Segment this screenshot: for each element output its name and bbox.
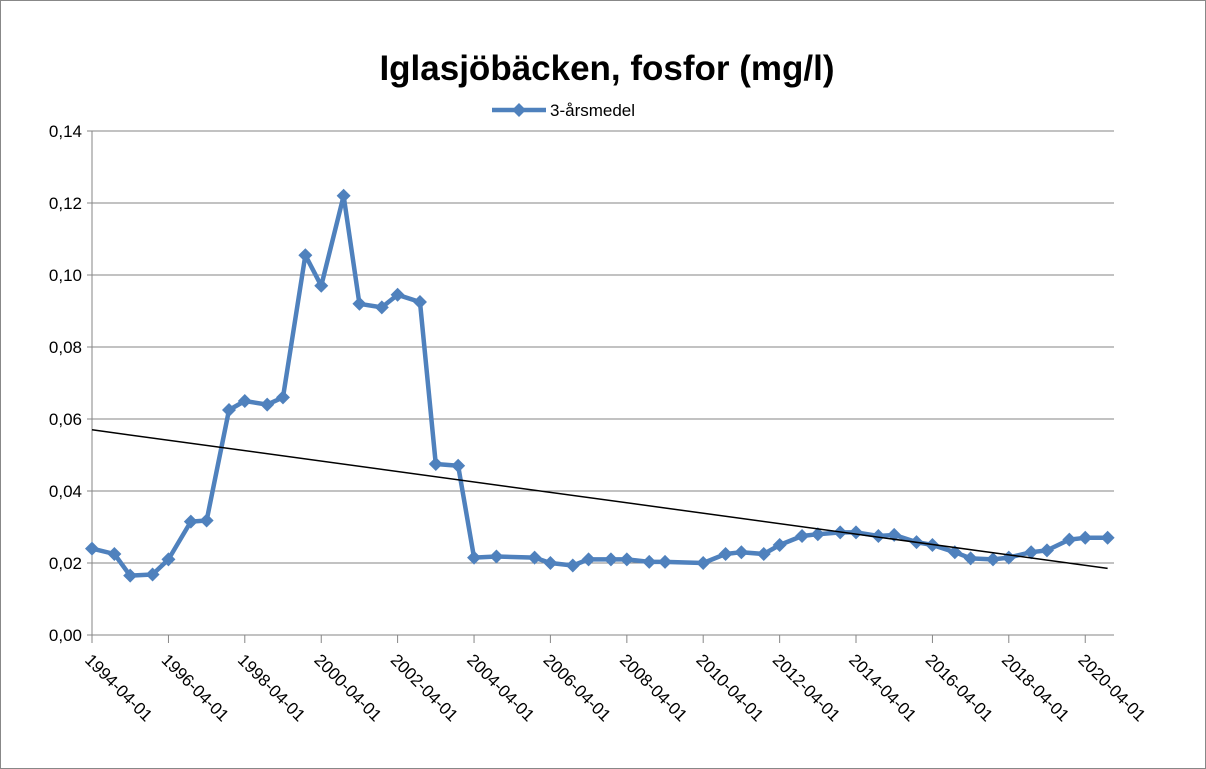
data-point <box>275 390 290 405</box>
y-tick-label: 0,08 <box>49 338 82 357</box>
data-point <box>352 296 367 311</box>
data-point <box>412 295 427 309</box>
data-point <box>85 541 99 556</box>
data-point <box>985 552 1000 567</box>
data-point <box>199 513 214 528</box>
data-point <box>222 403 237 417</box>
data-point <box>756 547 771 561</box>
data-point <box>107 547 122 561</box>
y-tick-label: 0,12 <box>49 194 82 213</box>
data-point <box>848 525 863 540</box>
data-point <box>123 568 138 583</box>
data-point <box>428 457 443 471</box>
series-line <box>91 193 1108 578</box>
data-point <box>390 287 405 302</box>
data-point <box>183 514 198 529</box>
data-point <box>1078 530 1093 545</box>
data-point <box>298 248 313 263</box>
data-point <box>718 547 733 561</box>
data-point <box>810 527 825 542</box>
data-point <box>527 550 542 565</box>
data-point <box>603 552 618 567</box>
data-point <box>642 554 657 569</box>
data-point <box>161 552 176 567</box>
y-tick-label: 0,14 <box>49 122 82 141</box>
data-point <box>871 529 886 543</box>
data-point <box>489 549 504 564</box>
legend-marker <box>512 103 526 117</box>
y-tick-label: 0,10 <box>49 266 82 285</box>
y-tick-label: 0,04 <box>49 482 82 501</box>
data-point <box>145 567 160 582</box>
y-tick-label: 0,02 <box>49 554 82 573</box>
data-point <box>260 397 275 412</box>
data-point <box>795 529 810 543</box>
data-point <box>963 551 978 566</box>
data-point <box>1024 545 1039 560</box>
data-point <box>543 556 558 570</box>
data-point <box>734 545 749 560</box>
data-point <box>237 394 252 408</box>
data-point <box>696 556 711 570</box>
legend-label: 3-årsmedel <box>550 101 635 120</box>
data-point <box>1062 532 1077 547</box>
y-tick-label: 0,06 <box>49 410 82 429</box>
data-point <box>451 458 466 473</box>
data-point <box>581 552 596 567</box>
data-point <box>314 278 329 293</box>
data-point <box>467 550 482 565</box>
data-point <box>1039 543 1054 558</box>
data-point <box>772 538 787 552</box>
data-point <box>658 554 673 569</box>
y-tick-label: 0,00 <box>49 626 82 645</box>
data-point <box>374 300 389 315</box>
data-point <box>619 552 634 567</box>
data-point <box>1100 530 1115 545</box>
chart-title: Iglasjöbäcken, fosfor (mg/l) <box>379 49 834 88</box>
data-point <box>565 558 580 573</box>
data-point <box>336 188 351 203</box>
trendline <box>91 429 1108 570</box>
